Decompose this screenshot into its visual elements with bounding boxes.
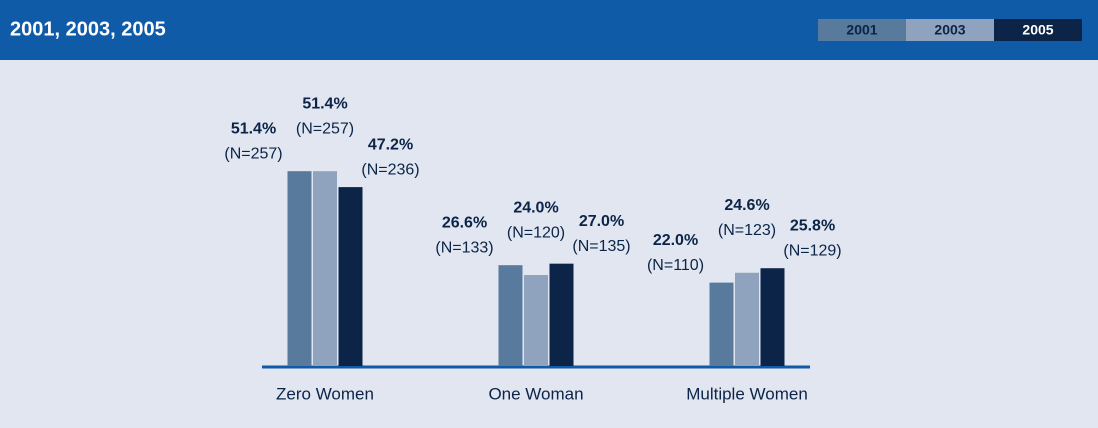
legend-label: 2003 (934, 22, 965, 38)
data-label: 26.6% (442, 214, 487, 231)
data-label: 51.4% (231, 120, 276, 137)
data-label: 24.0% (513, 199, 558, 216)
bar (760, 268, 785, 366)
bar (287, 171, 312, 366)
legend-swatch (906, 19, 994, 41)
count-label: (N=135) (572, 238, 630, 255)
data-label: 51.4% (302, 95, 347, 112)
bar (524, 275, 548, 366)
chart-title: 2001, 2003, 2005 (10, 18, 166, 40)
bar (709, 282, 734, 366)
count-label: (N=123) (718, 222, 776, 239)
legend-swatch (994, 19, 1082, 41)
bar (313, 171, 337, 366)
count-label: (N=257) (224, 145, 282, 162)
data-label: 27.0% (579, 213, 624, 230)
count-label: (N=120) (507, 224, 565, 241)
count-label: (N=129) (783, 242, 841, 259)
bar (338, 187, 363, 366)
data-label: 25.8% (790, 217, 835, 234)
count-label: (N=257) (296, 120, 354, 137)
data-label: 47.2% (368, 136, 413, 153)
count-label: (N=133) (435, 239, 493, 256)
x-tick-label: One Woman (488, 384, 583, 403)
legend-swatch (818, 19, 906, 41)
x-tick-label: Multiple Women (686, 384, 808, 403)
data-label: 24.6% (724, 197, 769, 214)
x-tick-label: Zero Women (276, 384, 374, 403)
bar (549, 263, 574, 366)
count-label: (N=110) (647, 257, 704, 274)
data-label: 22.0% (653, 232, 698, 249)
legend-label: 2001 (846, 22, 877, 38)
count-label: (N=236) (361, 161, 419, 178)
legend-label: 2005 (1022, 22, 1053, 38)
bar (498, 265, 523, 366)
bar (735, 272, 759, 366)
